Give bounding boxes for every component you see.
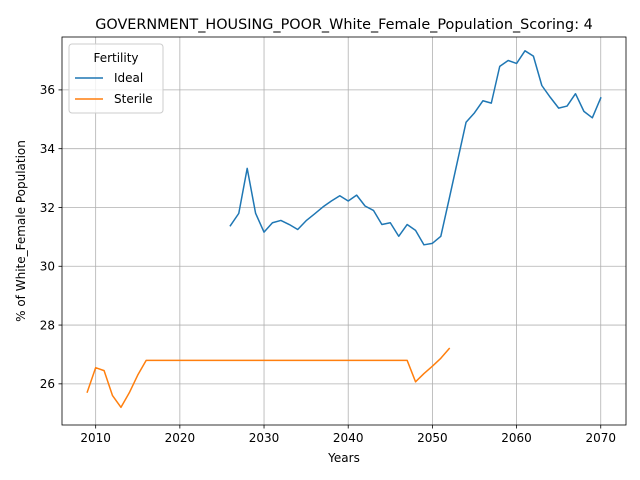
legend-label-ideal: Ideal <box>114 71 143 85</box>
plot-frame <box>61 36 627 426</box>
tick-layer: 2010 2020 2030 2040 2050 2060 2070 26 28 30 32 34 36 <box>40 83 616 445</box>
y-tick-label: 34 <box>40 142 55 156</box>
legend-label-sterile: Sterile <box>114 92 153 106</box>
x-tick-label: 2020 <box>165 431 196 445</box>
x-tick-label: 2010 <box>80 431 111 445</box>
y-tick-label: 26 <box>40 377 55 391</box>
x-tick-label: 2060 <box>501 431 532 445</box>
y-axis-label: % of White_Female Population <box>14 140 28 322</box>
x-tick-label: 2070 <box>585 431 616 445</box>
y-tick-label: 30 <box>40 260 55 274</box>
legend: Fertility Ideal Sterile <box>68 43 164 114</box>
x-tick-label: 2050 <box>417 431 448 445</box>
x-tick-label: 2030 <box>249 431 280 445</box>
legend-title: Fertility <box>93 51 138 65</box>
legend-box <box>68 43 164 114</box>
series-layer <box>86 50 602 409</box>
y-tick-label: 36 <box>40 83 55 97</box>
series-line-sterile <box>86 347 451 409</box>
series-line-ideal <box>229 50 602 246</box>
x-axis-label: Years <box>327 451 360 465</box>
x-tick-label: 2040 <box>333 431 364 445</box>
y-tick-label: 32 <box>40 201 55 215</box>
chart-title: GOVERNMENT_HOUSING_POOR_White_Female_Pop… <box>95 17 593 33</box>
y-tick-label: 28 <box>40 318 55 332</box>
